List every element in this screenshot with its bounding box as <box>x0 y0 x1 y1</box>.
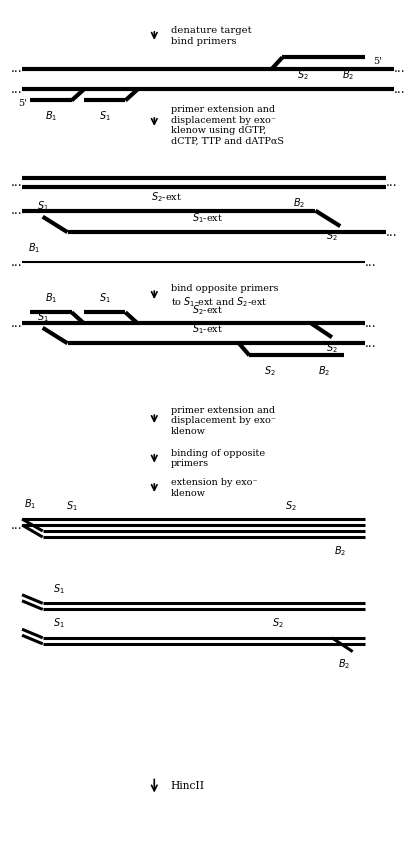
Text: $S_2$: $S_2$ <box>326 230 338 244</box>
Text: $S_1$: $S_1$ <box>37 310 49 324</box>
Text: $S_1$-ext: $S_1$-ext <box>193 212 223 226</box>
Text: $S_1$-ext: $S_1$-ext <box>193 322 223 336</box>
Text: $S_1$: $S_1$ <box>99 291 111 304</box>
Text: $S_1$: $S_1$ <box>53 616 65 630</box>
Text: denature target
bind primers: denature target bind primers <box>171 26 251 46</box>
Text: binding of opposite
primers: binding of opposite primers <box>171 449 265 468</box>
Text: ...: ... <box>10 175 22 188</box>
Text: $B_2$: $B_2$ <box>334 544 347 558</box>
Text: $B_2$: $B_2$ <box>317 364 330 378</box>
Text: extension by exo⁻
klenow: extension by exo⁻ klenow <box>171 479 258 498</box>
Text: $S_1$: $S_1$ <box>37 200 49 213</box>
Text: $S_2$: $S_2$ <box>326 340 338 354</box>
Text: primer extension and
displacement by exo⁻
klenow using dGTP,
dCTP, TTP and dATPα: primer extension and displacement by exo… <box>171 105 284 145</box>
Text: $B_2$: $B_2$ <box>293 196 305 210</box>
Text: ...: ... <box>365 337 376 350</box>
Text: $S_2$-ext: $S_2$-ext <box>193 302 223 316</box>
Text: ...: ... <box>365 317 376 330</box>
Text: $S_2$: $S_2$ <box>297 67 309 81</box>
Text: 5': 5' <box>18 99 27 108</box>
Text: $B_1$: $B_1$ <box>28 241 41 255</box>
Text: $S_1$: $S_1$ <box>99 109 111 123</box>
Text: ...: ... <box>365 256 376 269</box>
Text: $S_1$: $S_1$ <box>66 499 77 513</box>
Text: 5': 5' <box>373 57 382 67</box>
Text: ...: ... <box>394 83 406 96</box>
Text: $B_1$: $B_1$ <box>45 291 57 304</box>
Text: ...: ... <box>386 226 397 238</box>
Text: ...: ... <box>10 256 22 269</box>
Text: bind opposite primers
to $S_1$-ext and $S_2$-ext: bind opposite primers to $S_1$-ext and $… <box>171 284 278 309</box>
Text: ...: ... <box>10 62 22 75</box>
Text: $B_2$: $B_2$ <box>338 658 351 671</box>
Text: ...: ... <box>10 83 22 96</box>
Text: $S_2$: $S_2$ <box>285 499 297 513</box>
Text: ...: ... <box>10 317 22 330</box>
Text: ...: ... <box>394 62 406 75</box>
Text: $B_1$: $B_1$ <box>24 498 37 511</box>
Text: $S_2$-ext: $S_2$-ext <box>151 190 182 204</box>
Text: $S_1$: $S_1$ <box>53 581 65 595</box>
Text: $S_2$: $S_2$ <box>264 364 276 378</box>
Text: $S_2$: $S_2$ <box>272 616 284 630</box>
Text: HincII: HincII <box>171 781 205 791</box>
Text: ...: ... <box>386 175 397 188</box>
Text: primer extension and
displacement by exo⁻
klenow: primer extension and displacement by exo… <box>171 406 276 435</box>
Text: ...: ... <box>10 204 22 217</box>
Text: $B_1$: $B_1$ <box>45 109 57 123</box>
Text: $B_2$: $B_2$ <box>342 67 354 81</box>
Text: ...: ... <box>10 518 22 531</box>
